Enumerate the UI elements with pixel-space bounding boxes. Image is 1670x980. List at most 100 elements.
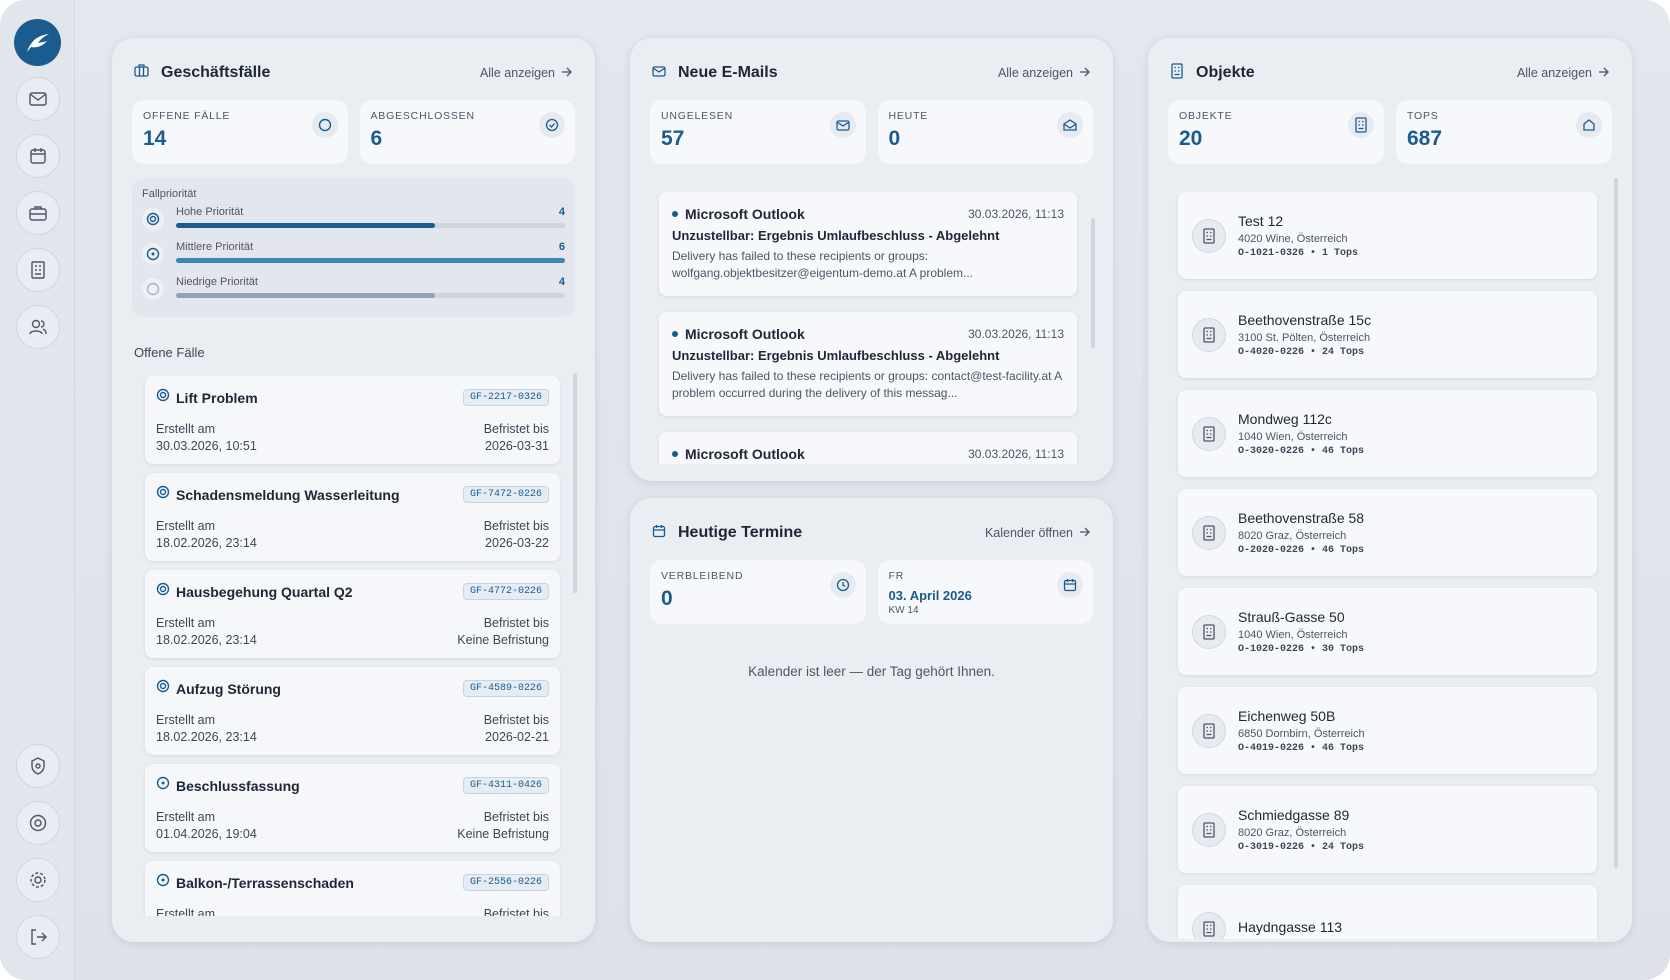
priority-track xyxy=(176,293,565,298)
case-card[interactable]: Aufzug Störung GF-4589-0226 Erstellt am 18.… xyxy=(145,667,560,755)
object-name: Eichenweg 50B xyxy=(1238,707,1336,724)
object-name: Mondweg 112c xyxy=(1238,410,1332,427)
case-top: Beschlussfassung GF-4311-0426 xyxy=(156,776,549,795)
view-all-link[interactable]: Alle anzeigen xyxy=(997,66,1073,80)
priority-text: Hohe Priorität 4 xyxy=(176,206,565,218)
nav-objects[interactable] xyxy=(16,248,60,292)
priority-name: Hohe Priorität xyxy=(176,206,244,218)
object-name: Schmiedgasse 89 xyxy=(1238,806,1350,823)
stat-icon xyxy=(1576,112,1602,138)
case-card[interactable]: Balkon-/Terrassenschaden GF-2556-0226 Erst… xyxy=(145,861,560,916)
view-all-link[interactable]: Kalender öffnen xyxy=(984,526,1073,540)
case-card[interactable]: Schadensmeldung Wasserleitung GF-7472-022… xyxy=(145,473,560,561)
case-dates: Erstellt am 18.02.2026, 23:14 Befristet bi… xyxy=(156,615,549,649)
appointments-panel: Heutige Termine Kalender öffnen VERBLEIBEN… xyxy=(630,498,1113,942)
stats-row: VERBLEIBEND 0 FR 03. April 2026 KW 14 xyxy=(650,560,1093,624)
arrow-icon xyxy=(1079,524,1091,542)
object-icon xyxy=(1192,218,1226,253)
object-icon xyxy=(1192,416,1226,451)
object-meta: O-1021-0326 • 1 Tops xyxy=(1238,247,1359,259)
stat-value: 14 xyxy=(143,127,167,150)
case-card[interactable]: Lift Problem GF-2217-0326 Erstellt am 30.03… xyxy=(145,376,560,464)
case-icon xyxy=(156,679,170,698)
view-all-link[interactable]: Alle anzeigen xyxy=(1516,66,1592,80)
case-code: GF-2217-0326 xyxy=(462,389,549,406)
stats-row: UNGELESEN 57 HEUTE 0 xyxy=(650,100,1093,164)
object-address: 4020 Wine, Österreich xyxy=(1238,232,1348,245)
panel-title: Neue E-Mails xyxy=(678,64,778,81)
created: Erstellt am 18.02.2026, 23:14 xyxy=(156,518,257,552)
stat-icon xyxy=(829,112,856,138)
case-title: Aufzug Störung xyxy=(176,680,281,697)
priority-text: Niedrige Priorität 4 xyxy=(176,276,565,288)
object-address: 3100 St. Pölten, Österreich xyxy=(1238,331,1371,344)
priority-count: 6 xyxy=(558,241,565,253)
priority-bar xyxy=(176,223,436,228)
email-card[interactable]: Microsoft Outlook 30.03.2026, 11:13 Unzust… xyxy=(659,192,1077,296)
nav-help[interactable] xyxy=(16,801,60,845)
object-card[interactable]: Beethovenstraße 15c 3100 St. Pölten, Öste… xyxy=(1178,291,1597,378)
object-card[interactable]: Mondweg 112c 1040 Wien, Österreich O-3020-… xyxy=(1178,390,1597,477)
email-date: 30.03.2026, 11:13 xyxy=(968,327,1064,341)
stat-value: 0 xyxy=(661,587,673,610)
case-card[interactable]: Hausbegehung Quartal Q2 GF-4772-0226 Erste… xyxy=(145,570,560,658)
panel-header: Objekte Alle anzeigen xyxy=(1170,58,1610,88)
nav-mail[interactable] xyxy=(16,77,60,121)
nav-security[interactable] xyxy=(16,744,60,788)
stats-row: OBJEKTE 20 TOPS 687 xyxy=(1168,100,1612,164)
priority-body: Mittlere Priorität 6 xyxy=(176,241,565,263)
priority-box: Fallpriorität Hohe Priorität 4 Mittlere Pri… xyxy=(132,178,575,317)
email-subject: Unzustellbar: Ergebnis Umlaufbeschluss -… xyxy=(672,348,1000,363)
case-top: Aufzug Störung GF-4589-0226 xyxy=(156,679,549,698)
nav-people[interactable] xyxy=(16,305,60,349)
calendar-icon xyxy=(1057,572,1083,598)
section-label: Offene Fälle xyxy=(134,345,205,360)
object-list: Test 12 4020 Wine, Österreich O-1021-0326 … xyxy=(1168,192,1612,939)
nav-settings[interactable] xyxy=(16,858,60,902)
due: Befristet bis xyxy=(484,906,549,916)
due: Befristet bis Keine Befristung xyxy=(457,809,549,843)
logo[interactable] xyxy=(14,19,61,66)
header-icon xyxy=(652,64,666,82)
priority-text: Mittlere Priorität 6 xyxy=(176,241,565,253)
object-meta: O-2020-0226 • 46 Tops xyxy=(1238,544,1365,556)
object-card[interactable]: Eichenweg 50B 6850 Dornbirn, Österreich O-… xyxy=(1178,687,1597,774)
object-card[interactable]: Beethovenstraße 58 8020 Graz, Österreich O… xyxy=(1178,489,1597,576)
priority-count: 4 xyxy=(558,276,565,288)
object-card[interactable]: Haydngasse 113 xyxy=(1178,885,1597,939)
object-card[interactable]: Schmiedgasse 89 8020 Graz, Österreich O-30… xyxy=(1178,786,1597,873)
object-address: 1040 Wien, Österreich xyxy=(1238,628,1348,641)
sidebar xyxy=(0,0,75,980)
header-icon xyxy=(1170,62,1184,84)
view-all-link[interactable]: Alle anzeigen xyxy=(479,66,555,80)
object-address: 8020 Graz, Österreich xyxy=(1238,826,1347,839)
nav-logout[interactable] xyxy=(16,915,60,959)
stat-label: OBJEKTE xyxy=(1179,110,1233,122)
object-card[interactable]: Test 12 4020 Wine, Österreich O-1021-0326 … xyxy=(1178,192,1597,279)
case-icon xyxy=(156,388,170,407)
object-card[interactable]: Strauß-Gasse 50 1040 Wien, Österreich O-10… xyxy=(1178,588,1597,675)
object-name: Beethovenstraße 58 xyxy=(1238,509,1365,526)
stat-label: HEUTE xyxy=(888,110,929,122)
case-icon xyxy=(156,873,170,892)
case-icon xyxy=(156,485,170,504)
stat-card: TOPS 687 xyxy=(1396,100,1612,164)
email-card[interactable]: Microsoft Outlook 30.03.2026, 11:13 Unzust… xyxy=(659,312,1077,416)
created-date: 18.02.2026, 23:14 xyxy=(156,730,257,744)
nav-calendar[interactable] xyxy=(16,134,60,178)
case-card[interactable]: Beschlussfassung GF-4311-0426 Erstellt am 0… xyxy=(145,764,560,852)
created: Erstellt am 18.02.2026, 23:14 xyxy=(156,615,257,649)
case-icon xyxy=(156,582,170,601)
stat-label: TOPS xyxy=(1407,110,1439,122)
nav-cases[interactable] xyxy=(16,191,60,235)
email-card[interactable]: Microsoft Outlook 30.03.2026, 11:13 xyxy=(659,432,1077,464)
email-date: 30.03.2026, 11:13 xyxy=(968,447,1064,461)
case-top: Hausbegehung Quartal Q2 GF-4772-0226 xyxy=(156,582,549,601)
stat-label: UNGELESEN xyxy=(661,110,733,122)
object-address: 6850 Dornbirn, Österreich xyxy=(1238,727,1365,740)
priority-icon xyxy=(142,278,164,300)
due: Befristet bis 2026-03-31 xyxy=(484,421,549,455)
created: Erstellt am 18.02.2026, 23:14 xyxy=(156,712,257,746)
stat-card: OFFENE FÄLLE 14 xyxy=(132,100,348,164)
